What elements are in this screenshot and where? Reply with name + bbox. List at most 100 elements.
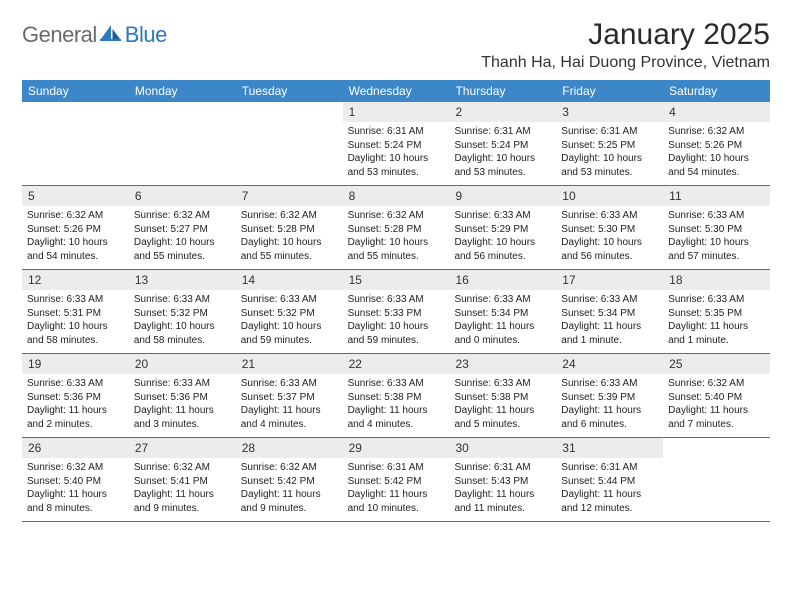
day-body: Sunrise: 6:33 AMSunset: 5:38 PMDaylight:… (449, 374, 556, 431)
sunset-text: Sunset: 5:42 PM (348, 475, 445, 489)
daylight-text: Daylight: 10 hours and 56 minutes. (561, 236, 658, 263)
day-body (663, 458, 770, 461)
sunrise-text: Sunrise: 6:31 AM (348, 125, 445, 139)
daylight-text: Daylight: 10 hours and 56 minutes. (454, 236, 551, 263)
day-cell: 28Sunrise: 6:32 AMSunset: 5:42 PMDayligh… (236, 438, 343, 521)
week-row: 19Sunrise: 6:33 AMSunset: 5:36 PMDayligh… (22, 354, 770, 438)
day-body: Sunrise: 6:32 AMSunset: 5:40 PMDaylight:… (22, 458, 129, 515)
day-number (236, 102, 343, 122)
sunset-text: Sunset: 5:39 PM (561, 391, 658, 405)
sunset-text: Sunset: 5:38 PM (454, 391, 551, 405)
daylight-text: Daylight: 11 hours and 0 minutes. (454, 320, 551, 347)
daylight-text: Daylight: 11 hours and 9 minutes. (134, 488, 231, 515)
day-number: 27 (129, 438, 236, 458)
sunset-text: Sunset: 5:24 PM (348, 139, 445, 153)
sunset-text: Sunset: 5:40 PM (668, 391, 765, 405)
day-body: Sunrise: 6:32 AMSunset: 5:28 PMDaylight:… (236, 206, 343, 263)
day-number (129, 102, 236, 122)
day-cell (236, 102, 343, 185)
daylight-text: Daylight: 11 hours and 4 minutes. (241, 404, 338, 431)
sunset-text: Sunset: 5:30 PM (668, 223, 765, 237)
daylight-text: Daylight: 11 hours and 11 minutes. (454, 488, 551, 515)
day-body: Sunrise: 6:33 AMSunset: 5:36 PMDaylight:… (129, 374, 236, 431)
day-cell: 15Sunrise: 6:33 AMSunset: 5:33 PMDayligh… (343, 270, 450, 353)
day-cell: 31Sunrise: 6:31 AMSunset: 5:44 PMDayligh… (556, 438, 663, 521)
day-body: Sunrise: 6:33 AMSunset: 5:34 PMDaylight:… (449, 290, 556, 347)
sunset-text: Sunset: 5:42 PM (241, 475, 338, 489)
sunrise-text: Sunrise: 6:33 AM (134, 377, 231, 391)
daylight-text: Daylight: 10 hours and 59 minutes. (348, 320, 445, 347)
day-number: 17 (556, 270, 663, 290)
daylight-text: Daylight: 10 hours and 59 minutes. (241, 320, 338, 347)
day-body: Sunrise: 6:33 AMSunset: 5:34 PMDaylight:… (556, 290, 663, 347)
day-body: Sunrise: 6:32 AMSunset: 5:27 PMDaylight:… (129, 206, 236, 263)
day-cell: 11Sunrise: 6:33 AMSunset: 5:30 PMDayligh… (663, 186, 770, 269)
weekday-header: Saturday (663, 80, 770, 102)
sunrise-text: Sunrise: 6:32 AM (348, 209, 445, 223)
weekday-header: Monday (129, 80, 236, 102)
sunrise-text: Sunrise: 6:33 AM (668, 293, 765, 307)
sunset-text: Sunset: 5:32 PM (134, 307, 231, 321)
sunrise-text: Sunrise: 6:33 AM (454, 293, 551, 307)
day-number: 10 (556, 186, 663, 206)
day-cell: 29Sunrise: 6:31 AMSunset: 5:42 PMDayligh… (343, 438, 450, 521)
daylight-text: Daylight: 10 hours and 54 minutes. (668, 152, 765, 179)
week-row: 12Sunrise: 6:33 AMSunset: 5:31 PMDayligh… (22, 270, 770, 354)
day-cell (22, 102, 129, 185)
day-body: Sunrise: 6:31 AMSunset: 5:43 PMDaylight:… (449, 458, 556, 515)
day-number: 7 (236, 186, 343, 206)
day-number: 16 (449, 270, 556, 290)
daylight-text: Daylight: 10 hours and 53 minutes. (561, 152, 658, 179)
sunrise-text: Sunrise: 6:32 AM (241, 209, 338, 223)
sunrise-text: Sunrise: 6:33 AM (241, 293, 338, 307)
sunrise-text: Sunrise: 6:32 AM (241, 461, 338, 475)
day-number: 25 (663, 354, 770, 374)
sunset-text: Sunset: 5:36 PM (134, 391, 231, 405)
sunset-text: Sunset: 5:41 PM (134, 475, 231, 489)
sunset-text: Sunset: 5:25 PM (561, 139, 658, 153)
weeks-container: 1Sunrise: 6:31 AMSunset: 5:24 PMDaylight… (22, 102, 770, 522)
day-cell: 7Sunrise: 6:32 AMSunset: 5:28 PMDaylight… (236, 186, 343, 269)
day-cell: 24Sunrise: 6:33 AMSunset: 5:39 PMDayligh… (556, 354, 663, 437)
week-row: 1Sunrise: 6:31 AMSunset: 5:24 PMDaylight… (22, 102, 770, 186)
page-header: General Blue January 2025 Thanh Ha, Hai … (22, 18, 770, 72)
day-number: 3 (556, 102, 663, 122)
day-body: Sunrise: 6:32 AMSunset: 5:28 PMDaylight:… (343, 206, 450, 263)
day-number: 23 (449, 354, 556, 374)
day-number: 14 (236, 270, 343, 290)
day-number: 11 (663, 186, 770, 206)
week-row: 26Sunrise: 6:32 AMSunset: 5:40 PMDayligh… (22, 438, 770, 522)
daylight-text: Daylight: 11 hours and 5 minutes. (454, 404, 551, 431)
sunrise-text: Sunrise: 6:32 AM (27, 461, 124, 475)
day-cell: 23Sunrise: 6:33 AMSunset: 5:38 PMDayligh… (449, 354, 556, 437)
sunrise-text: Sunrise: 6:33 AM (454, 377, 551, 391)
sunset-text: Sunset: 5:28 PM (348, 223, 445, 237)
daylight-text: Daylight: 11 hours and 7 minutes. (668, 404, 765, 431)
sunset-text: Sunset: 5:40 PM (27, 475, 124, 489)
day-cell: 4Sunrise: 6:32 AMSunset: 5:26 PMDaylight… (663, 102, 770, 185)
day-cell: 27Sunrise: 6:32 AMSunset: 5:41 PMDayligh… (129, 438, 236, 521)
sunrise-text: Sunrise: 6:31 AM (454, 461, 551, 475)
daylight-text: Daylight: 11 hours and 9 minutes. (241, 488, 338, 515)
week-row: 5Sunrise: 6:32 AMSunset: 5:26 PMDaylight… (22, 186, 770, 270)
day-body: Sunrise: 6:33 AMSunset: 5:33 PMDaylight:… (343, 290, 450, 347)
sunset-text: Sunset: 5:34 PM (454, 307, 551, 321)
sunrise-text: Sunrise: 6:33 AM (561, 293, 658, 307)
sunrise-text: Sunrise: 6:33 AM (454, 209, 551, 223)
sunrise-text: Sunrise: 6:31 AM (561, 125, 658, 139)
day-body: Sunrise: 6:33 AMSunset: 5:29 PMDaylight:… (449, 206, 556, 263)
sunrise-text: Sunrise: 6:33 AM (348, 377, 445, 391)
daylight-text: Daylight: 11 hours and 4 minutes. (348, 404, 445, 431)
day-body (22, 122, 129, 125)
day-number: 5 (22, 186, 129, 206)
location-subtitle: Thanh Ha, Hai Duong Province, Vietnam (481, 54, 770, 72)
day-body: Sunrise: 6:33 AMSunset: 5:30 PMDaylight:… (663, 206, 770, 263)
sunrise-text: Sunrise: 6:33 AM (561, 209, 658, 223)
day-cell: 2Sunrise: 6:31 AMSunset: 5:24 PMDaylight… (449, 102, 556, 185)
day-number: 12 (22, 270, 129, 290)
day-number: 18 (663, 270, 770, 290)
month-title: January 2025 (481, 18, 770, 52)
daylight-text: Daylight: 10 hours and 57 minutes. (668, 236, 765, 263)
day-cell: 16Sunrise: 6:33 AMSunset: 5:34 PMDayligh… (449, 270, 556, 353)
sunset-text: Sunset: 5:37 PM (241, 391, 338, 405)
